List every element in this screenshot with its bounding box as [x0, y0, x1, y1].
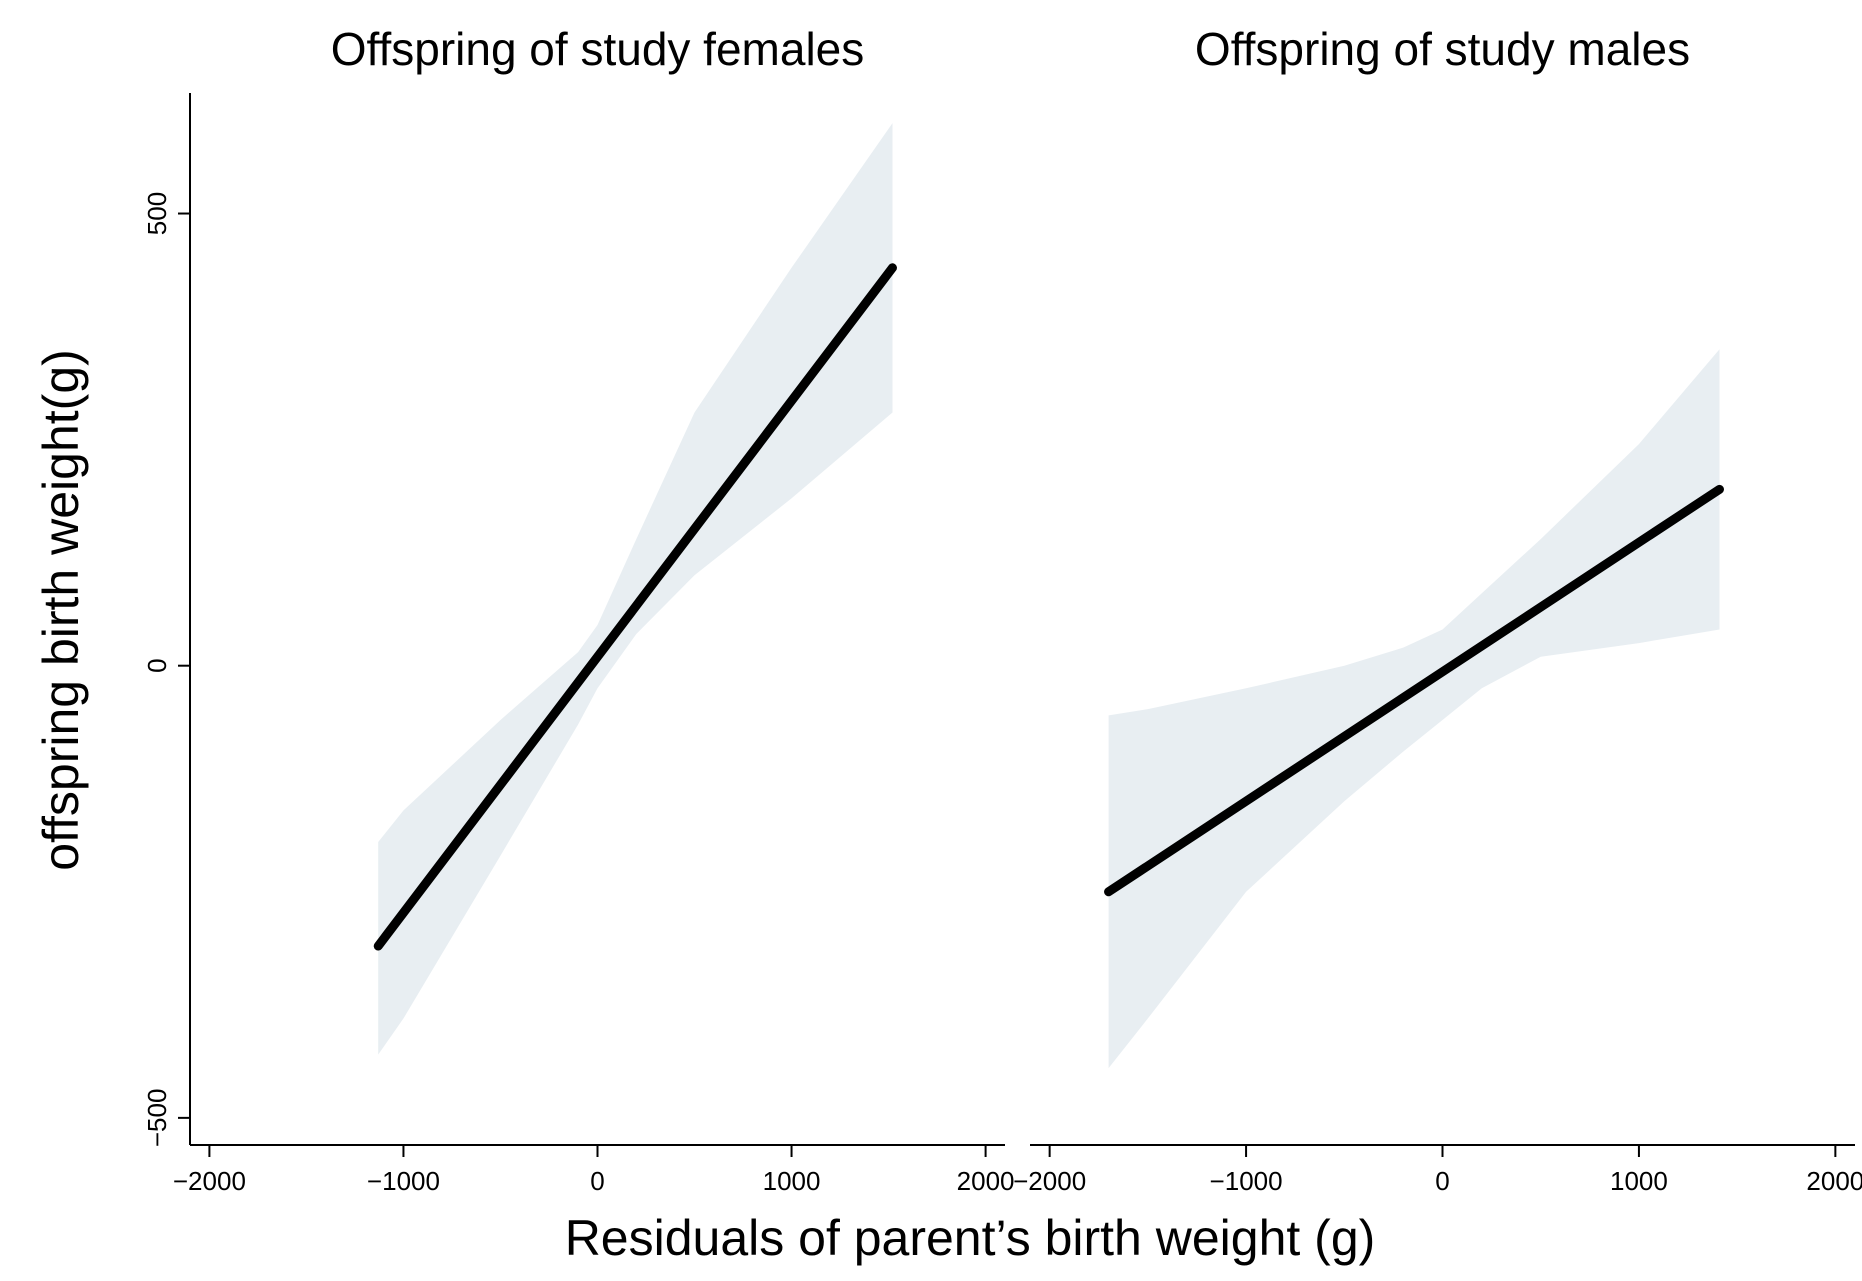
confidence-band-females: [378, 123, 893, 1055]
y-axis-title: offspring birth weight(g): [33, 349, 89, 871]
x-tick-label: 1000: [763, 1166, 821, 1196]
x-tick-label: 0: [590, 1166, 604, 1196]
x-tick-label: −2000: [173, 1166, 246, 1196]
y-tick-label: 500: [142, 192, 172, 235]
x-tick-label: 2000: [1806, 1166, 1862, 1196]
x-tick-label: 1000: [1610, 1166, 1668, 1196]
x-tick-label: −2000: [1013, 1166, 1086, 1196]
fit-line-females: [373, 263, 897, 951]
y-tick-label: 0: [142, 658, 172, 672]
x-tick-label: −1000: [367, 1166, 440, 1196]
x-axis-title: Residuals of parent’s birth weight (g): [565, 1210, 1376, 1266]
x-tick-label: 0: [1435, 1166, 1449, 1196]
fit-line-males: [1104, 484, 1724, 897]
confidence-band-males: [1108, 349, 1720, 1069]
x-tick-label: 2000: [957, 1166, 1015, 1196]
y-tick-label: −500: [142, 1089, 172, 1148]
panel-title-males: Offspring of study males: [1195, 23, 1690, 75]
panel-title-females: Offspring of study females: [331, 23, 865, 75]
x-tick-label: −1000: [1210, 1166, 1283, 1196]
